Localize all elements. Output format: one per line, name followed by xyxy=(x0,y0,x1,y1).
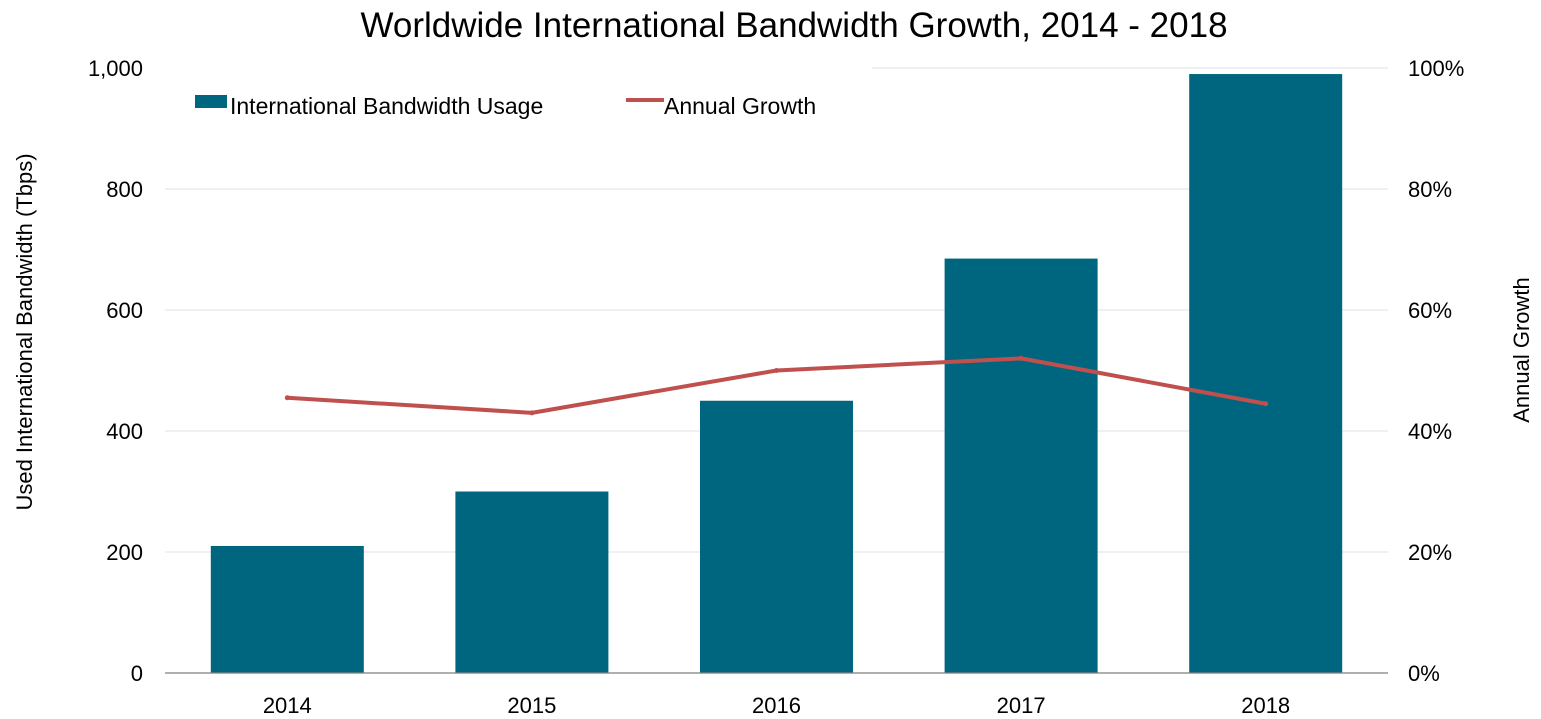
growth-point-2017 xyxy=(1018,355,1024,361)
chart-title: Worldwide International Bandwidth Growth… xyxy=(360,6,1227,45)
x-axis-ticks: 2014 2015 2016 2017 2018 xyxy=(263,693,1290,718)
legend-item-growth: Annual Growth xyxy=(626,93,816,119)
bar-2015 xyxy=(455,491,609,673)
bar-2014 xyxy=(210,545,364,673)
right-tick-label-2: 40% xyxy=(1408,419,1452,444)
right-tick-label-1: 20% xyxy=(1408,540,1452,565)
legend-swatch-bandwidth xyxy=(195,95,227,108)
legend-label-bandwidth: International Bandwidth Usage xyxy=(230,93,543,119)
right-tick-label-0: 0% xyxy=(1408,661,1440,686)
left-tick-label-3: 600 xyxy=(106,298,143,323)
left-axis-ticks: 0 200 400 600 800 1,000 xyxy=(88,56,143,686)
bar-2016 xyxy=(700,400,853,673)
x-tick-label-2018: 2018 xyxy=(1241,693,1290,718)
legend-item-bandwidth: International Bandwidth Usage xyxy=(195,93,543,119)
right-tick-label-5: 100% xyxy=(1408,56,1464,81)
bars xyxy=(210,74,1343,674)
bar-2018 xyxy=(1189,74,1343,674)
growth-point-2018 xyxy=(1263,401,1269,407)
left-axis-title: Used International Bandwidth (Tbps) xyxy=(12,153,37,510)
left-tick-label-4: 800 xyxy=(106,177,143,202)
legend-label-growth: Annual Growth xyxy=(664,93,816,119)
right-axis-title: Annual Growth xyxy=(1509,277,1534,423)
bar-2017 xyxy=(944,258,1098,673)
left-tick-label-2: 400 xyxy=(106,419,143,444)
x-tick-label-2015: 2015 xyxy=(507,693,556,718)
left-tick-label-1: 200 xyxy=(106,540,143,565)
growth-point-2014 xyxy=(284,395,290,401)
left-tick-label-5: 1,000 xyxy=(88,56,143,81)
right-axis-ticks: 0% 20% 40% 60% 80% 100% xyxy=(1408,56,1464,686)
right-tick-label-4: 80% xyxy=(1408,177,1452,202)
x-tick-label-2016: 2016 xyxy=(752,693,801,718)
growth-point-2015 xyxy=(529,410,535,416)
left-tick-label-0: 0 xyxy=(131,661,143,686)
legend: International Bandwidth Usage Annual Gro… xyxy=(195,93,816,119)
growth-line-layer xyxy=(284,355,1269,416)
growth-point-2016 xyxy=(774,368,779,373)
right-tick-label-3: 60% xyxy=(1408,298,1452,323)
x-tick-label-2017: 2017 xyxy=(997,693,1046,718)
x-tick-label-2014: 2014 xyxy=(263,693,312,718)
